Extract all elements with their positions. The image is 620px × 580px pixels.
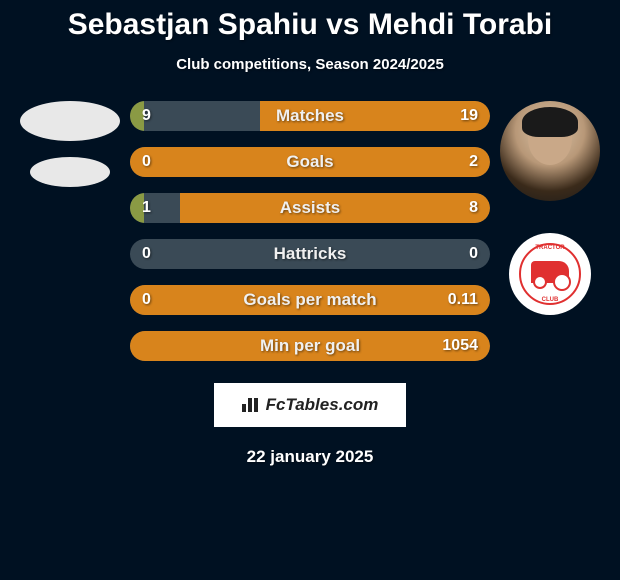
team-logo-text-top: TRACTOR [535, 245, 564, 251]
bar-value-left: 9 [142, 107, 151, 125]
footer-date: 22 january 2025 [247, 447, 374, 467]
stat-bar: 0 0Hattricks [130, 239, 490, 269]
bar-fill-right [130, 285, 490, 315]
stat-bars: 919Matches02Goals18Assists00Hattricks00.… [130, 101, 490, 361]
bar-fill-right [180, 193, 490, 223]
stat-bar: 02Goals [130, 147, 490, 177]
tractor-wheel-icon [553, 273, 571, 291]
stat-bar: 18Assists [130, 193, 490, 223]
bar-value-left: 0 [142, 291, 151, 309]
bar-value-right: 0 [469, 245, 478, 263]
comparison-row: 919Matches02Goals18Assists00Hattricks00.… [0, 101, 620, 361]
page-subtitle: Club competitions, Season 2024/2025 [176, 56, 444, 73]
right-team-logo: TRACTOR CLUB [509, 233, 591, 315]
bar-value-left: 0 [142, 245, 151, 263]
bar-label: Hattricks [130, 244, 490, 264]
bar-value-left: 0 [142, 153, 151, 171]
page-title: Sebastjan Spahiu vs Mehdi Torabi [68, 8, 553, 42]
stat-bar: 919Matches [130, 101, 490, 131]
bar-value-left: 1 [142, 199, 151, 217]
bar-value-right: 8 [469, 199, 478, 217]
source-badge: FcTables.com [214, 383, 407, 427]
left-team-logo-placeholder [30, 157, 110, 187]
stat-bar: 00.11Goals per match [130, 285, 490, 315]
bar-value-right: 19 [460, 107, 478, 125]
bar-fill-right [260, 101, 490, 131]
stat-bar: 1054Min per goal [130, 331, 490, 361]
bar-fill-right [130, 331, 490, 361]
tractor-wheel-icon [533, 275, 547, 289]
right-player-avatar [500, 101, 600, 201]
left-player-avatar-placeholder [20, 101, 120, 141]
badge-text: FcTables.com [266, 395, 379, 415]
team-logo-text-bottom: CLUB [542, 297, 559, 303]
comparison-card: Sebastjan Spahiu vs Mehdi Torabi Club co… [0, 0, 620, 580]
bar-value-right: 0.11 [448, 291, 478, 309]
bar-value-right: 1054 [442, 337, 478, 355]
right-player-column: TRACTOR CLUB [490, 101, 610, 361]
bar-fill-right [130, 147, 490, 177]
bar-value-right: 2 [469, 153, 478, 171]
left-player-column [10, 101, 130, 361]
bars-icon [242, 398, 260, 412]
